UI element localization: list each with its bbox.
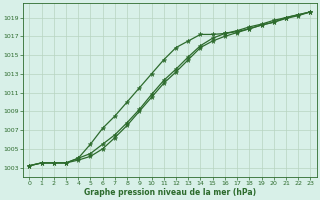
X-axis label: Graphe pression niveau de la mer (hPa): Graphe pression niveau de la mer (hPa) [84,188,256,197]
